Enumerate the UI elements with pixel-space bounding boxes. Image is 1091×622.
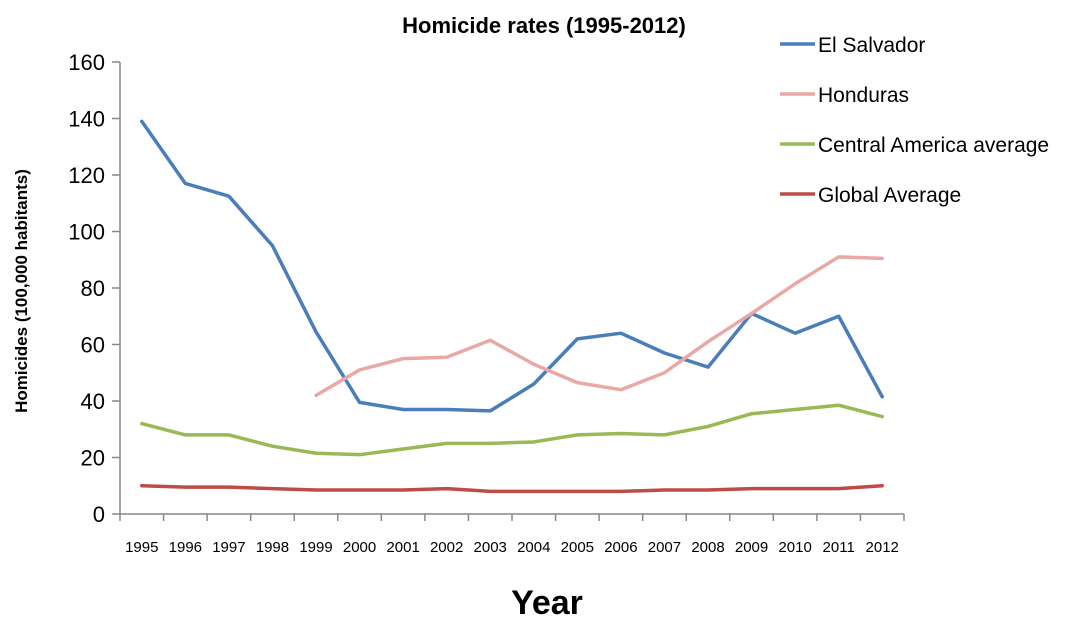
x-tick-label: 2001 [386,539,419,556]
x-tick-label: 1995 [125,539,158,556]
x-tick-label: 2000 [343,539,376,556]
x-axis-label: Year [511,584,583,617]
y-tick-label: 0 [93,502,105,527]
series-line-global-average [140,484,884,494]
x-tick-label: 2008 [691,539,724,556]
y-tick-label: 120 [68,163,105,188]
x-tick-label: 2011 [823,539,855,556]
legend-label-honduras: Honduras [818,84,909,107]
x-tick-label: 2002 [430,539,463,556]
x-tick-label: 1997 [212,539,245,556]
series-lines [140,119,884,494]
x-tick-label: 2003 [474,539,507,556]
x-tick-label: 2007 [648,539,681,556]
x-tick-label: 1996 [169,539,202,556]
x-tick-label: 2010 [778,539,811,556]
series-line-central-america-average [140,403,884,457]
legend-label-global-average: Global Average [818,184,961,207]
x-tick-label: 2004 [517,539,550,556]
y-tick-label: 20 [81,446,105,471]
series-line-honduras [314,255,884,398]
x-tick-label: 2009 [735,539,768,556]
legend-label-el-salvador: El Salvador [818,34,925,57]
y-tick-label: 140 [68,107,105,132]
axis-ticks: 0 20 40 60 80 100 120 140 160 1995 1996 1997 1998 199… [68,50,905,556]
x-tick-label: 1998 [256,539,289,556]
y-tick-label: 160 [68,50,105,75]
y-tick-label: 60 [81,333,105,358]
legend-label-central-america-average: Central America average [818,134,1049,157]
y-tick-label: 40 [81,389,105,414]
x-tick-label: 2005 [561,539,594,556]
x-tick-label: 1999 [299,539,332,556]
x-tick-label: 2012 [866,539,899,556]
series-line-el-salvador [140,119,884,413]
y-axis-label: Homicides (100,000 habitants) [12,169,31,413]
y-tick-label: 80 [81,276,105,301]
x-tick-label: 2006 [604,539,637,556]
y-tick-label: 100 [68,220,105,245]
legend: El Salvador Honduras Central America avera… [780,34,1049,207]
chart-title: Homicide rates (1995-2012) [402,13,686,38]
